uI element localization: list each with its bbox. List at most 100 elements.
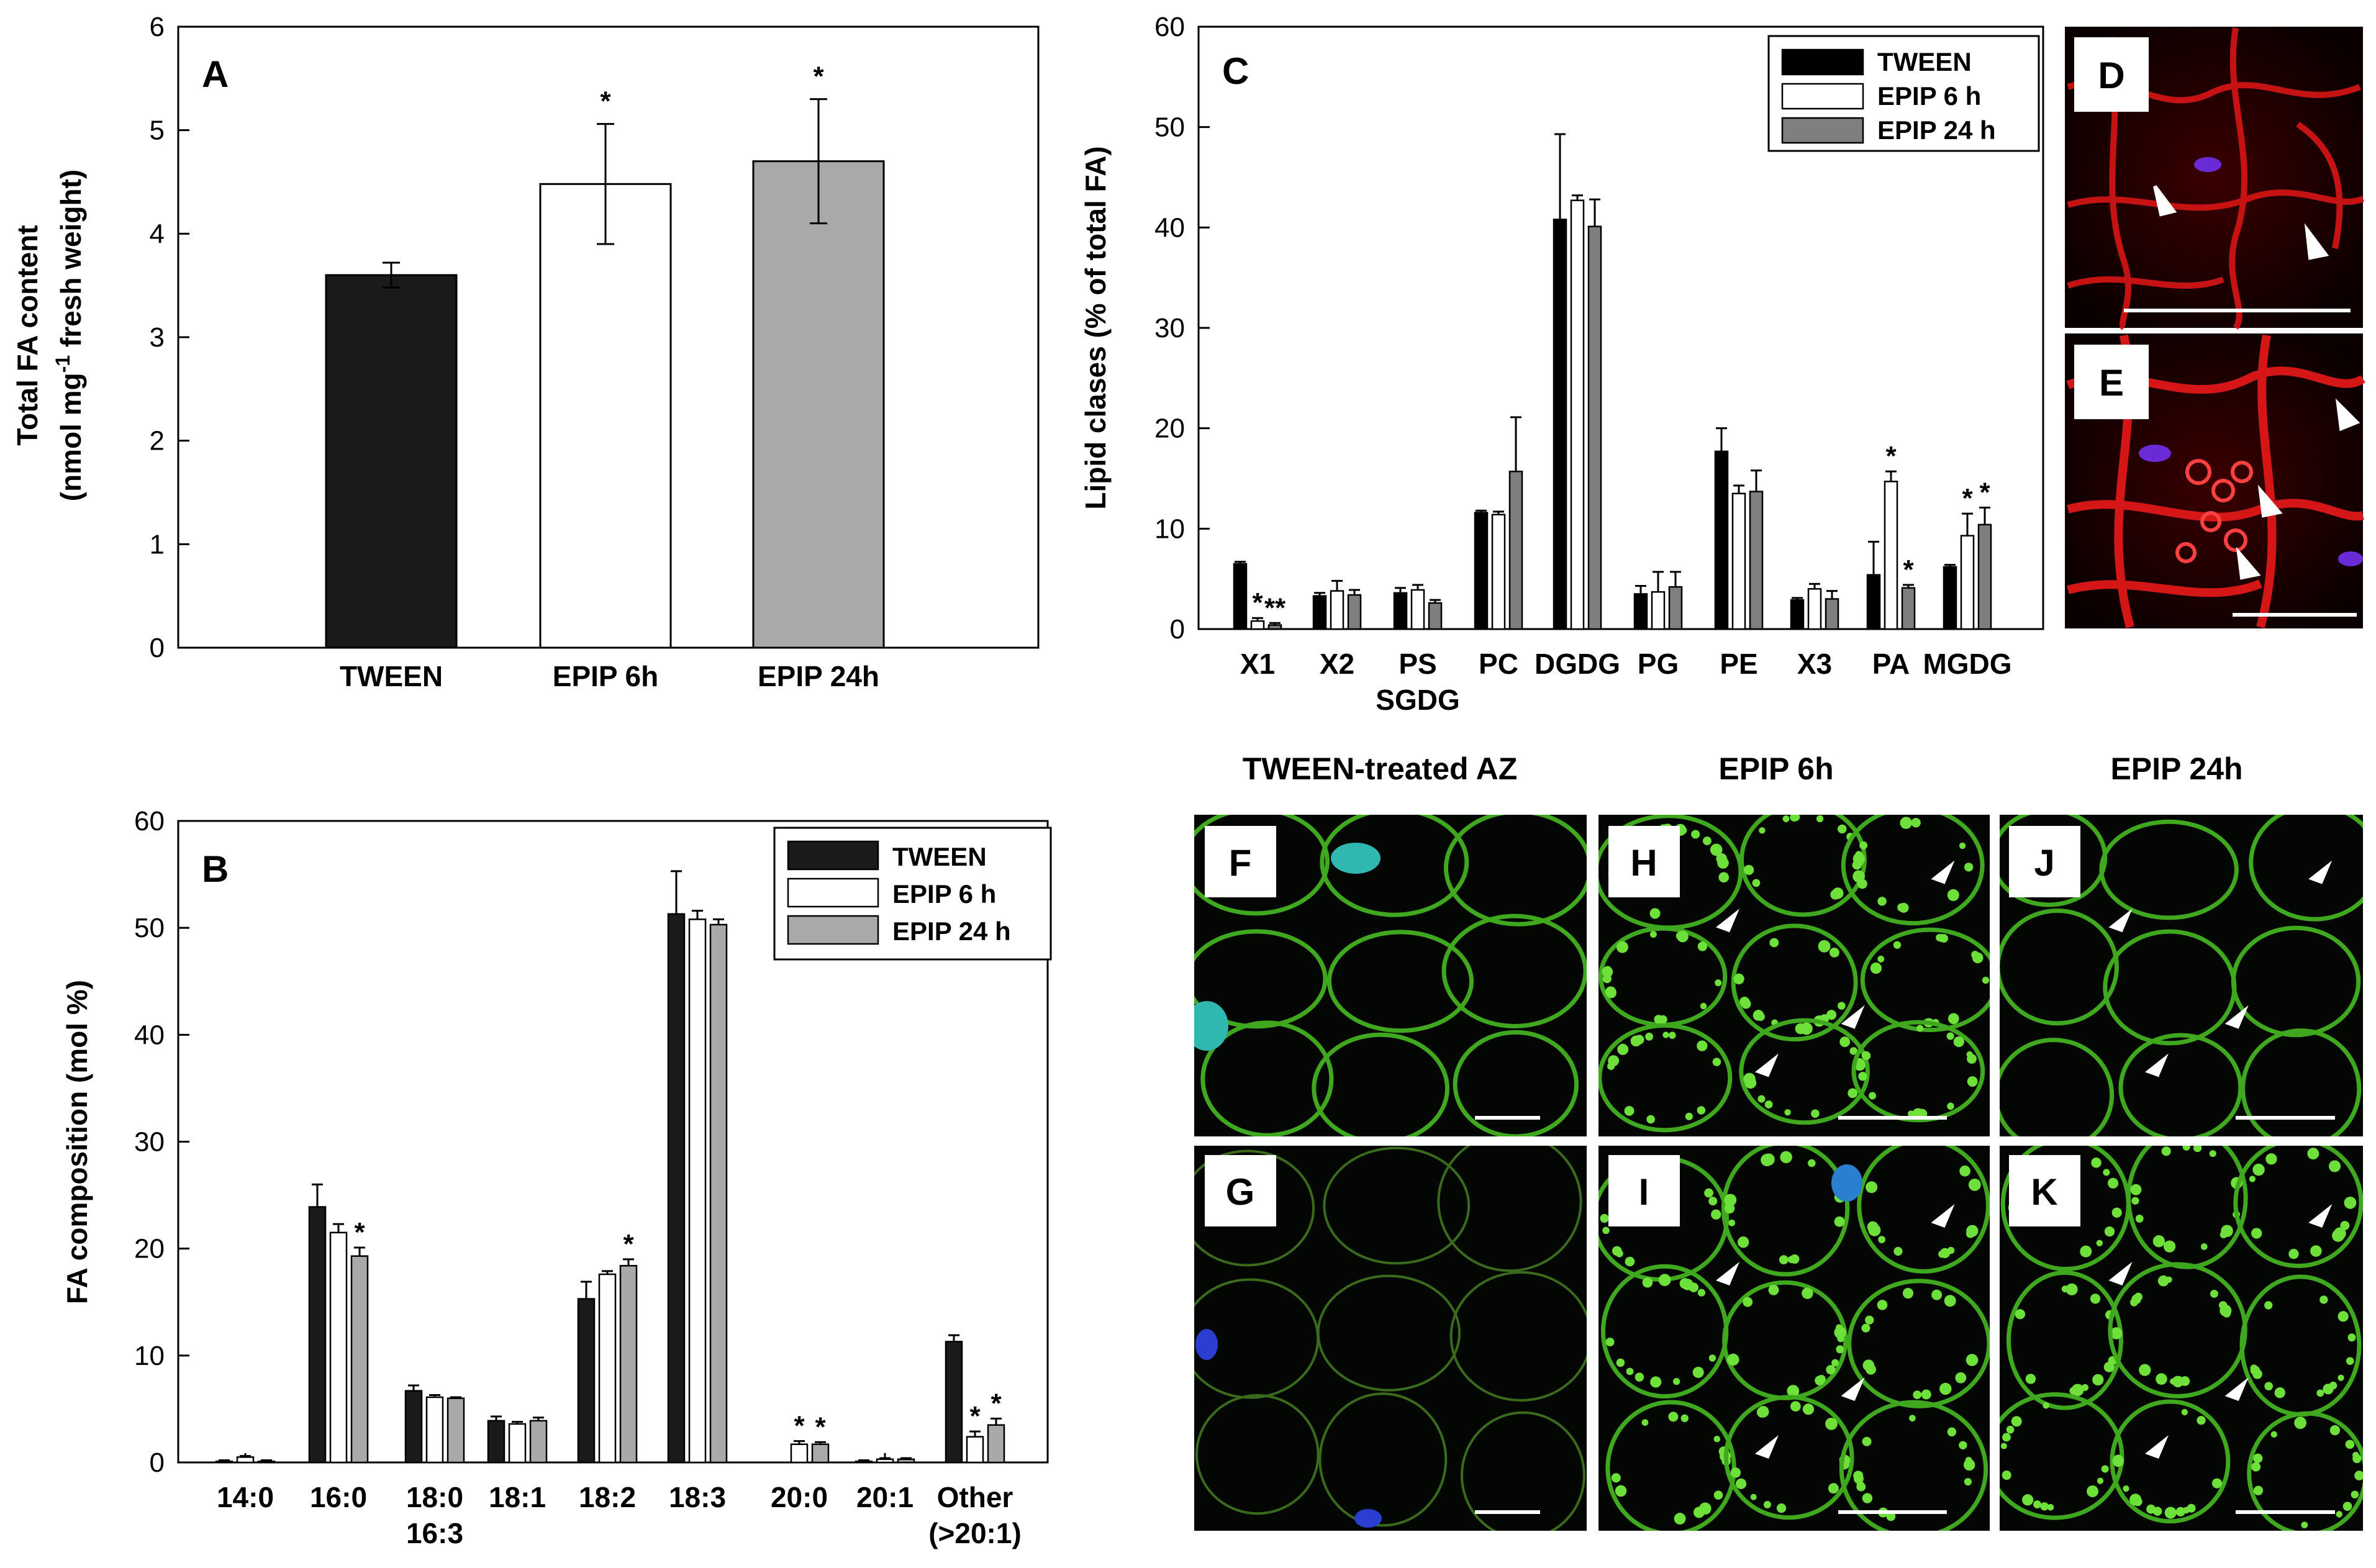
green-vesicle bbox=[2130, 1298, 2138, 1307]
green-vesicle bbox=[1697, 1040, 1708, 1051]
green-vesicle bbox=[1855, 851, 1862, 858]
x-category-label: 18:2 bbox=[579, 1481, 636, 1513]
arrowhead-marker bbox=[1716, 1262, 1739, 1285]
green-vesicle bbox=[2152, 1235, 2165, 1248]
green-vesicle bbox=[2270, 1431, 2277, 1438]
green-vesicle bbox=[2183, 1507, 2190, 1514]
cell-wall bbox=[2241, 1028, 2362, 1136]
green-vesicle bbox=[2307, 1148, 2319, 1160]
y-tick-label: 0 bbox=[150, 1448, 165, 1478]
green-vesicle bbox=[1862, 1493, 1873, 1503]
green-vesicle bbox=[1865, 1315, 1874, 1325]
green-vesicle bbox=[1708, 1197, 1718, 1206]
cell-wall bbox=[1739, 1018, 1870, 1125]
x-category-label: MGDG bbox=[1923, 648, 2011, 680]
arrowhead-marker bbox=[2308, 1204, 2333, 1228]
micrograph-cells bbox=[1598, 815, 1990, 1133]
x-category-label: EPIP 24h bbox=[758, 660, 879, 692]
green-vesicle bbox=[1733, 973, 1744, 985]
green-vesicle bbox=[2210, 1289, 2218, 1298]
green-vesicle bbox=[1757, 1095, 1766, 1103]
green-vesicle bbox=[1642, 1277, 1653, 1288]
bar bbox=[1790, 599, 1805, 630]
green-vesicle bbox=[1838, 1002, 1846, 1010]
cell-wall bbox=[1851, 1020, 1985, 1123]
green-vesicle bbox=[2265, 1153, 2277, 1165]
green-vesicle bbox=[2180, 1376, 2190, 1386]
green-vesicle bbox=[1697, 941, 1708, 951]
bar bbox=[709, 923, 728, 1464]
green-vesicle bbox=[1712, 1058, 1721, 1066]
bars-b: * * * * * * bbox=[215, 870, 1005, 1464]
bar bbox=[487, 1420, 506, 1464]
green-vesicle bbox=[1900, 817, 1912, 829]
x-category-label: 16:3 bbox=[406, 1517, 463, 1549]
y-tick-label: 0 bbox=[1170, 614, 1185, 645]
legend-swatch bbox=[1781, 48, 1864, 76]
green-vesicle bbox=[1965, 1457, 1972, 1464]
cell-wall bbox=[2247, 1411, 2363, 1531]
green-vesicle bbox=[2218, 1301, 2228, 1310]
micrograph-column-title-epip6h: EPIP 6h bbox=[1718, 751, 1833, 786]
y-tick-label: 10 bbox=[134, 1341, 165, 1371]
green-vesicle bbox=[1937, 933, 1946, 942]
green-vesicle bbox=[1953, 1036, 1964, 1048]
green-vesicle bbox=[1861, 1323, 1870, 1333]
micrograph-cells bbox=[2000, 815, 2363, 1136]
green-vesicle bbox=[1602, 1226, 1610, 1235]
arrowhead-marker bbox=[2224, 1377, 2249, 1401]
green-vesicle bbox=[2337, 1311, 2349, 1322]
green-vesicle bbox=[1944, 1295, 1956, 1307]
green-vesicle bbox=[2319, 1295, 2328, 1304]
green-vesicle bbox=[1711, 1209, 1721, 1220]
green-vesicle bbox=[2022, 1494, 2034, 1506]
green-vesicle bbox=[1858, 1071, 1867, 1081]
green-vesicle bbox=[1964, 1478, 1972, 1486]
green-vesicle bbox=[1692, 1366, 1704, 1378]
green-vesicle bbox=[1650, 1376, 1662, 1388]
green-vesicle bbox=[2344, 1196, 2357, 1209]
green-vesicle bbox=[1834, 1326, 1846, 1339]
micrograph-tile bbox=[1598, 815, 1990, 1136]
green-vesicle bbox=[2006, 1425, 2015, 1434]
green-vesicle bbox=[1617, 1043, 1629, 1055]
arrowhead-marker bbox=[1931, 860, 1955, 884]
green-vesicle bbox=[1913, 1390, 1922, 1400]
bar bbox=[1410, 589, 1425, 630]
green-vesicle bbox=[2165, 1276, 2172, 1283]
green-vesicle bbox=[1603, 966, 1612, 974]
green-vesicle bbox=[1966, 1051, 1973, 1058]
green-vesicle bbox=[2000, 1443, 2007, 1449]
green-vesicle bbox=[2090, 1294, 2101, 1304]
cell-wall bbox=[2233, 1146, 2363, 1268]
green-vesicle bbox=[2252, 1163, 2265, 1176]
green-vesicle bbox=[2336, 1511, 2343, 1518]
green-vesicle bbox=[1893, 1246, 1903, 1256]
green-vesicle bbox=[1867, 1221, 1879, 1233]
cell-wall bbox=[1320, 815, 1469, 917]
green-vesicle bbox=[1605, 1338, 1615, 1347]
green-vesicle bbox=[1826, 1010, 1837, 1020]
green-vesicle bbox=[2329, 1160, 2341, 1172]
green-vesicle bbox=[1685, 1112, 1693, 1120]
green-vesicle bbox=[1724, 1194, 1737, 1207]
arrowhead-marker bbox=[2145, 1435, 2169, 1459]
bar bbox=[1312, 595, 1327, 630]
green-vesicle bbox=[2111, 1207, 2122, 1218]
significance-star: * bbox=[794, 1411, 805, 1441]
green-vesicle bbox=[1966, 1225, 1979, 1237]
green-vesicle bbox=[1624, 1105, 1635, 1116]
green-vesicle bbox=[2040, 1502, 2049, 1511]
green-vesicle bbox=[2092, 1374, 2104, 1386]
bar bbox=[987, 1424, 1005, 1464]
bar bbox=[1553, 219, 1567, 630]
y-tick-label: 5 bbox=[150, 116, 165, 146]
x-category-label: PS bbox=[1399, 648, 1436, 680]
green-vesicle bbox=[1658, 1274, 1671, 1286]
cell-wall bbox=[1200, 1020, 1334, 1136]
micrograph-grid-green bbox=[1194, 815, 2363, 1531]
green-vesicle bbox=[1829, 947, 1839, 958]
cell-wall bbox=[2118, 1033, 2243, 1136]
x-category-label: EPIP 6h bbox=[553, 660, 658, 692]
bar bbox=[329, 1231, 348, 1464]
